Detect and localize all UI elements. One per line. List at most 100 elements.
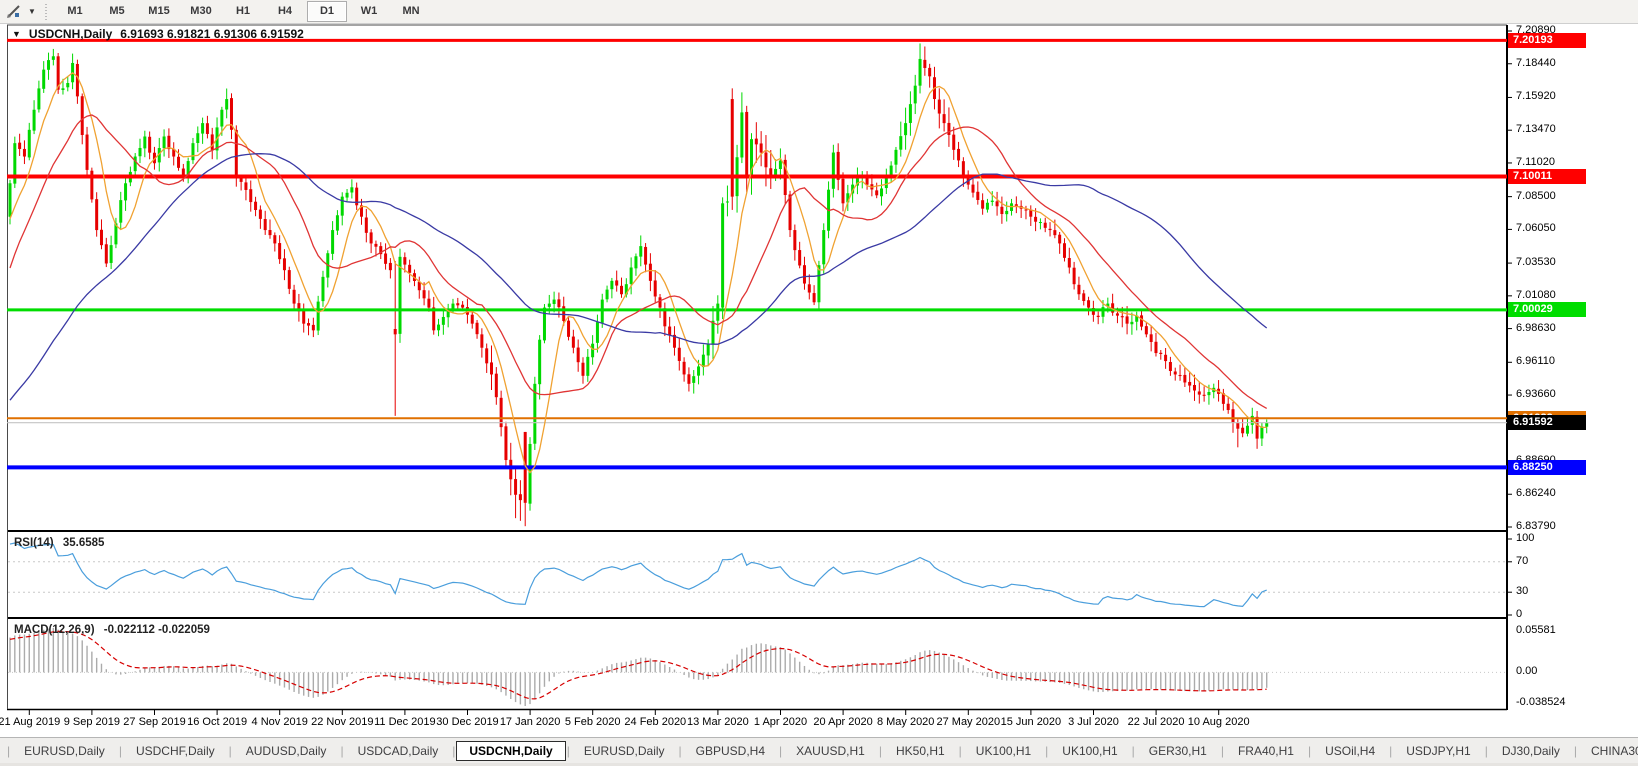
tab-separator: | [228, 743, 232, 758]
collapse-triangle-icon[interactable]: ▼ [12, 29, 21, 39]
price-axis-tick: 7.11020 [1516, 155, 1555, 168]
date-axis-label: 24 Feb 2020 [624, 716, 687, 728]
macd-indicator-label: MACD(12,26,9) -0.022112 -0.022059 [14, 624, 210, 636]
chart-tab-usdcnh-daily[interactable]: USDCNH,Daily [456, 740, 566, 761]
level-price-chip: 7.10011 [1508, 168, 1586, 184]
candlestick-series[interactable] [8, 43, 1269, 527]
chart-cursor-tool-icon[interactable] [3, 3, 25, 21]
chart-title: ▼ USDCNH,Daily 6.91693 6.91821 6.91306 6… [12, 27, 304, 41]
tab-separator: | [878, 743, 882, 758]
tab-separator: | [1131, 743, 1135, 758]
tab-separator: | [452, 743, 456, 758]
macd-signal-line[interactable] [9, 630, 1267, 700]
tab-separator: | [118, 743, 122, 758]
date-axis-label: 10 Aug 2020 [1187, 716, 1250, 728]
macd-name: MACD(12,26,9) [14, 624, 95, 636]
date-axis-label: 13 Mar 2020 [687, 716, 749, 728]
window-bottom-edge [0, 763, 1638, 766]
timeframe-button-m5[interactable]: M5 [109, 5, 125, 17]
timeframe-button-m30[interactable]: M30 [190, 5, 212, 17]
chart-tab-xauusd-h1[interactable]: XAUUSD,H1 [796, 743, 865, 758]
rsi-line[interactable] [9, 542, 1267, 608]
date-axis-label: 5 Feb 2020 [564, 716, 621, 728]
rsi-axis-tick: 70 [1516, 554, 1529, 567]
chart-tab-fra40-h1[interactable]: FRA40,H1 [1237, 743, 1294, 758]
tab-separator: | [1220, 743, 1224, 758]
level-price-chip: 7.00029 [1508, 302, 1586, 318]
price-axis-tick: 6.93660 [1516, 388, 1556, 401]
chart-tab-eurusd-daily[interactable]: EURUSD,Daily [24, 743, 105, 758]
price-axis-tick: 6.86240 [1516, 487, 1556, 500]
date-axis-label: 4 Nov 2019 [251, 716, 308, 728]
price-axis-tick: 6.96110 [1516, 355, 1555, 368]
date-axis-label: 9 Sep 2019 [63, 716, 121, 728]
date-axis-label: 30 Dec 2019 [436, 716, 499, 728]
level-price-chip: 6.88250 [1508, 459, 1586, 475]
tab-separator: | [1573, 743, 1578, 758]
price-axis-tick: 7.15920 [1516, 90, 1556, 103]
tab-separator: | [1045, 743, 1049, 758]
chart-symbol-label: USDCNH,Daily [28, 27, 113, 41]
date-axis-label: 8 May 2020 [876, 716, 935, 728]
rsi-indicator-label: RSI(14) 35.6585 [14, 537, 104, 549]
date-axis-label: 11 Dec 2019 [374, 716, 436, 728]
chart-tab-dj30-daily[interactable]: DJ30,Daily [1501, 743, 1560, 758]
rsi-axis-tick: 100 [1516, 532, 1535, 544]
date-axis-label: 27 May 2020 [936, 716, 1001, 728]
pane-borders [7, 24, 1508, 711]
timeframe-button-w1[interactable]: W1 [360, 5, 378, 17]
macd-values: -0.022112 -0.022059 [103, 624, 210, 636]
chart-tab-audusd-daily[interactable]: AUDUSD,Daily [245, 743, 327, 758]
date-axis-label: 15 Jun 2020 [1000, 716, 1062, 728]
chart-tab-gbpusd-h4[interactable]: GBPUSD,H4 [695, 743, 766, 758]
chart-tab-ger30-h1[interactable]: GER30,H1 [1148, 743, 1207, 758]
timeframe-button-m15[interactable]: M15 [148, 5, 170, 17]
ma-line-medium[interactable] [9, 114, 1268, 409]
chart-tab-usdcad-daily[interactable]: USDCAD,Daily [357, 743, 439, 758]
tab-separator: | [1389, 743, 1393, 758]
price-axis-tick: 7.03530 [1516, 256, 1556, 269]
rsi-name: RSI(14) [14, 537, 54, 549]
price-axis-tick: 7.08500 [1516, 189, 1556, 202]
price-axis-tick: 7.01080 [1516, 288, 1556, 301]
rsi-axis-tick: 30 [1516, 585, 1529, 598]
price-axis-tick: 7.18440 [1516, 56, 1556, 69]
timeframe-button-mn[interactable]: MN [402, 5, 420, 17]
timeframe-button-h1[interactable]: H1 [235, 5, 251, 17]
timeframe-buttons: M1 M5 M15 M30 H1 H4 D1 W1 MN [54, 0, 432, 23]
chart-tab-usdjpy-h1[interactable]: USDJPY,H1 [1406, 743, 1471, 758]
chart-tab-uk100-h1[interactable]: UK100,H1 [1062, 743, 1118, 758]
ma-line-slow[interactable] [9, 153, 1268, 401]
date-axis-label: 21 Aug 2019 [0, 716, 61, 728]
date-axis-label: 1 Apr 2020 [753, 716, 808, 728]
macd-axis-tick-zero: 0.00 [1516, 665, 1538, 678]
rsi-value: 35.6585 [62, 537, 105, 549]
chart-tab-uk100-h1[interactable]: UK100,H1 [975, 743, 1032, 758]
chart-tab-usdchf-daily[interactable]: USDCHF,Daily [135, 743, 215, 758]
chart-tab-hk50-h1[interactable]: HK50,H1 [895, 743, 945, 758]
date-axis-label: 22 Nov 2019 [311, 716, 374, 728]
macd-axis-tick-max: 0.05581 [1516, 624, 1556, 636]
current-price-chip: 6.91592 [1508, 415, 1586, 431]
chart-tab-china300-h1[interactable]: CHINA300,H1 [1591, 743, 1638, 758]
timeframe-button-d1[interactable]: D1 [307, 1, 347, 22]
date-axis-label: 27 Sep 2019 [123, 716, 186, 728]
tab-separator: | [1307, 743, 1312, 758]
chart-tab-usoil-h4[interactable]: USOil,H4 [1325, 743, 1376, 758]
timeframe-button-h4[interactable]: H4 [277, 5, 293, 17]
level-price-chip: 7.20193 [1508, 32, 1586, 48]
date-axis-label: 17 Jan 2020 [499, 716, 561, 728]
tab-separator: | [958, 743, 962, 758]
chart-tab-eurusd-daily[interactable]: EURUSD,Daily [583, 743, 665, 758]
tab-separator: | [566, 743, 570, 758]
tab-separator: | [7, 743, 11, 758]
toolbar-grip-handle[interactable] [43, 3, 48, 20]
chart-tab-bar: | EURUSD,Daily | USDCHF,Daily | AUDUSD,Daily |… [0, 737, 1638, 763]
price-axis-tick: 7.13470 [1516, 123, 1556, 136]
tool-dropdown-caret-icon[interactable]: ▼ [28, 7, 36, 16]
price-axis-tick: 7.06050 [1516, 222, 1556, 235]
ma-line-fast[interactable] [9, 71, 1267, 474]
timeframe-button-m1[interactable]: M1 [67, 5, 83, 17]
